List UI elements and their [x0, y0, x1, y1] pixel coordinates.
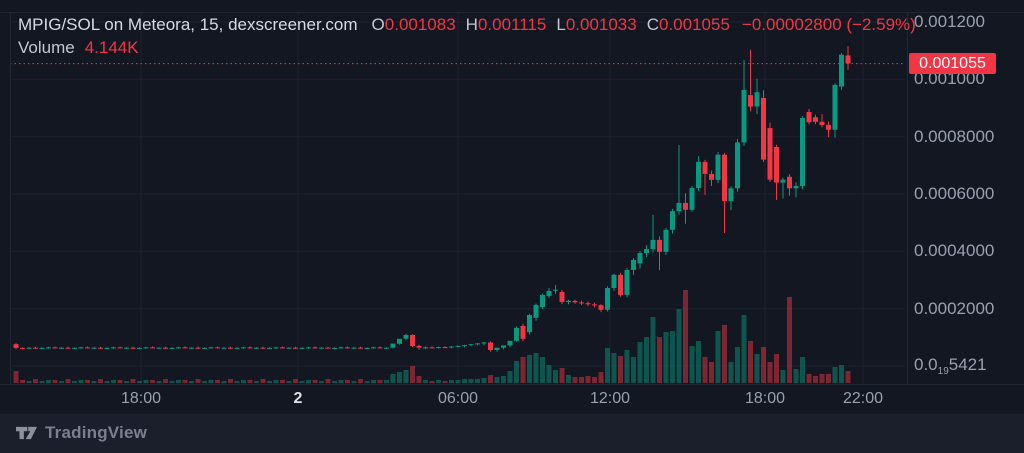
pane-border-bottom	[0, 384, 1024, 385]
volume-label: Volume	[18, 38, 75, 57]
legend-ohlc-row: MPIG/SOL on Meteora, 15, dexscreener.com…	[18, 13, 916, 36]
symbol-title: MPIG/SOL on Meteora, 15, dexscreener.com	[18, 15, 358, 34]
price-axis[interactable]: 0.001200 0.001000 0.0008000 0.0006000 0.0004…	[907, 0, 1024, 384]
price-tick: 0.001200	[914, 12, 985, 31]
tradingview-brand-text: TradingView	[45, 423, 148, 442]
time-tick: 18:00	[120, 390, 162, 407]
price-tick-subscript: 0.0195421	[914, 354, 987, 378]
pane-border-top	[0, 12, 1024, 13]
ohlc-low: L0.001033	[556, 15, 637, 34]
chart-legend: MPIG/SOL on Meteora, 15, dexscreener.com…	[18, 13, 916, 59]
time-tick: 12:00	[589, 390, 631, 407]
time-tick: 22:00	[842, 390, 884, 407]
price-tick: 0.0008000	[914, 126, 995, 146]
tradingview-link[interactable]: TradingView	[16, 423, 147, 443]
time-axis[interactable]: 18:00 2 06:00 12:00 18:00 22:00	[0, 385, 1024, 414]
time-tick: 06:00	[437, 390, 479, 407]
price-tick: 0.0006000	[914, 184, 995, 203]
tradingview-logo-icon	[16, 426, 37, 440]
current-price-badge: 0.001055	[909, 53, 996, 75]
pane-border-left	[10, 12, 11, 384]
price-tick: 0.0002000	[914, 298, 995, 318]
time-tick-date: 2	[293, 390, 303, 407]
price-change: −0.00002800 (−2.59%)	[741, 15, 916, 34]
price-tick: 0.001000	[914, 69, 985, 89]
price-tick: 0.0004000	[914, 241, 995, 261]
attribution-bar: TradingView	[0, 414, 1024, 453]
pane-border-right	[907, 12, 908, 384]
volume-value: 4.144K	[84, 38, 139, 57]
ohlc-high: H0.001115	[465, 15, 547, 34]
legend-volume-row: Volume 4.144K	[18, 36, 916, 59]
time-tick: 18:00	[744, 390, 786, 407]
ohlc-close: C0.001055	[646, 15, 730, 34]
ohlc-open: O0.001083	[371, 15, 456, 34]
